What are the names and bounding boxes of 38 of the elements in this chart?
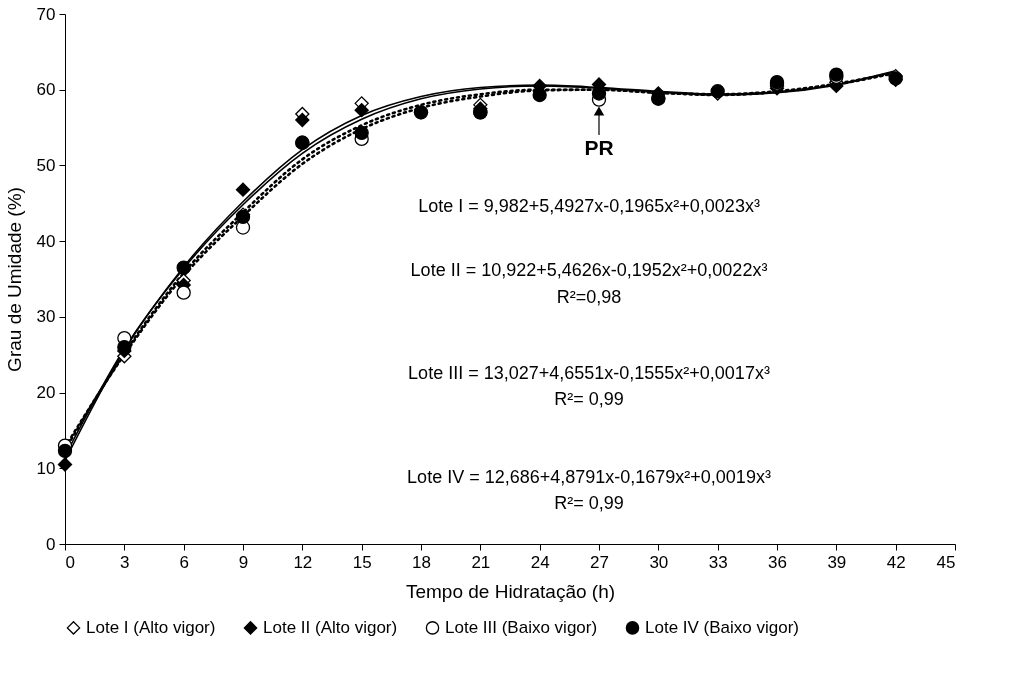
annotation: PR <box>584 136 614 160</box>
x-tick-label: 30 <box>649 552 669 572</box>
y-tick-label: 10 <box>36 458 56 478</box>
x-tick-label: 9 <box>238 552 249 572</box>
x-tick-label: 3 <box>120 552 130 572</box>
y-tick-label: 70 <box>36 4 56 24</box>
x-tick-label: 36 <box>768 552 787 572</box>
x-tick-label: 27 <box>590 552 609 572</box>
annotation: Lote IV = 12,686+4,8791x-0,1679x²+0,0019x³ <box>407 467 771 487</box>
y-tick-label: 0 <box>46 534 56 554</box>
y-tick-label: 60 <box>36 80 56 100</box>
legend-label: Lote I (Alto vigor) <box>86 617 216 637</box>
annotation: R²= 0,99 <box>554 493 624 513</box>
x-tick-label: 24 <box>530 552 550 572</box>
legend-label: Lote II (Alto vigor) <box>263 617 398 637</box>
y-axis-title: Grau de Umidade (%) <box>3 187 25 372</box>
y-tick-label: 40 <box>36 231 56 251</box>
legend-label: Lote III (Baixo vigor) <box>445 617 598 637</box>
y-tick-label: 20 <box>36 383 56 403</box>
x-tick-label: 12 <box>293 552 313 572</box>
annotation: R²=0,98 <box>556 287 622 307</box>
annotation: Lote II = 10,922+5,4626x-0,1952x²+0,0022x³ <box>410 260 768 280</box>
x-tick-label: 15 <box>352 552 372 572</box>
y-tick-label: 50 <box>36 155 56 175</box>
x-axis-title: Tempo de Hidratação (h) <box>405 580 616 602</box>
annotation: Lote I = 9,982+5,4927x-0,1965x²+0,0023x³ <box>418 196 760 216</box>
y-tick-label: 30 <box>36 307 56 327</box>
x-tick-label: 6 <box>179 552 189 572</box>
x-tick-label: 21 <box>471 552 491 572</box>
x-tick-label: 45 <box>936 552 956 572</box>
x-tick-label: 39 <box>827 552 847 572</box>
x-tick-label: 18 <box>412 552 431 572</box>
x-tick-label: 33 <box>708 552 728 572</box>
legend-label: Lote IV (Baixo vigor) <box>645 617 800 637</box>
annotation: Lote III = 13,027+4,6551x-0,1555x²+0,0017x³ <box>408 363 770 383</box>
x-tick-label: 0 <box>65 552 75 572</box>
annotation: R²= 0,99 <box>554 389 624 409</box>
x-tick-label: 42 <box>886 552 906 572</box>
